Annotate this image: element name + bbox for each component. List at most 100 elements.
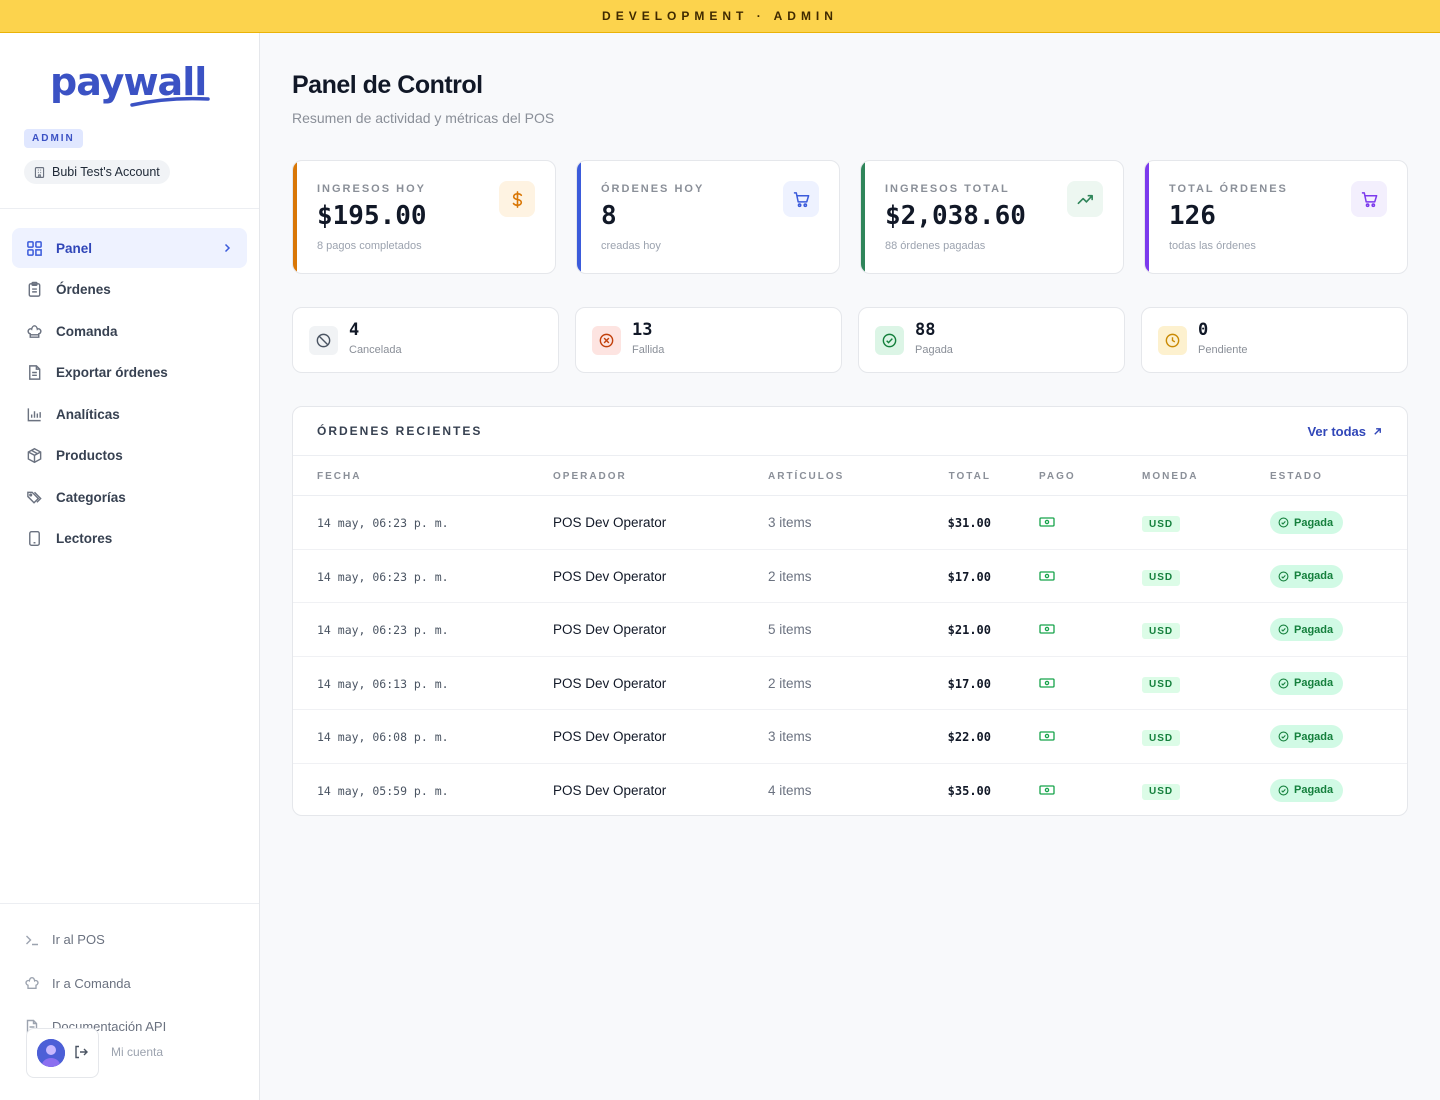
status-badge: Pagada <box>1270 618 1344 641</box>
building-icon <box>34 166 45 178</box>
table-row[interactable]: 14 may, 06:23 p. m. POS Dev Operator 2 i… <box>293 550 1407 603</box>
go-to-pos-link[interactable]: Ir al POS <box>24 918 244 962</box>
stat-label: Pagada <box>915 344 953 356</box>
stat-icon-wrap <box>309 326 338 355</box>
status-label: Pagada <box>1294 516 1334 529</box>
col-header-total[interactable]: TOTAL <box>948 471 991 482</box>
main-content: Panel de Control Resumen de actividad y … <box>260 33 1440 1100</box>
user-avatar-icon <box>37 1039 65 1067</box>
sidebar-item-analiticas[interactable]: Analíticas <box>12 394 247 434</box>
table-row[interactable]: 14 may, 06:23 p. m. POS Dev Operator 3 i… <box>293 496 1407 550</box>
order-total: $17.00 <box>947 676 991 691</box>
go-to-comanda-link[interactable]: Ir a Comanda <box>24 962 244 1006</box>
table-row[interactable]: 14 may, 06:23 p. m. POS Dev Operator 5 i… <box>293 603 1407 657</box>
kpi-note: 88 órdenes pagadas <box>885 240 986 252</box>
sidebar-item-productos[interactable]: Productos <box>12 436 247 476</box>
order-operator: POS Dev Operator <box>553 675 667 691</box>
order-date: 14 may, 06:13 p. m. <box>317 676 449 691</box>
order-operator: POS Dev Operator <box>553 782 667 798</box>
clock-icon <box>1165 333 1180 348</box>
chevron-right-icon <box>224 243 231 253</box>
col-header-moneda[interactable]: MONEDA <box>1142 471 1199 482</box>
order-items: 3 items <box>768 515 812 530</box>
kpi-note: todas las órdenes <box>1169 240 1256 252</box>
order-operator: POS Dev Operator <box>553 729 667 744</box>
kpi-card-ingresos-hoy: INGRESOS HOY $195.00 8 pagos completados <box>292 160 556 274</box>
order-items: 2 items <box>768 568 812 584</box>
status-card-fallida[interactable]: 13 Fallida <box>575 307 842 373</box>
kpi-icon-wrap <box>1351 181 1387 217</box>
order-date: 14 may, 06:23 p. m. <box>317 516 449 530</box>
dollar-icon <box>512 190 522 208</box>
check-circle-icon <box>1278 678 1289 688</box>
page-subtitle: Resumen de actividad y métricas del POS <box>292 110 555 126</box>
order-date: 14 may, 06:08 p. m. <box>317 730 449 744</box>
status-card-pagada[interactable]: 88 Pagada <box>858 307 1125 373</box>
order-total: $17.00 <box>947 569 991 584</box>
col-header-pago[interactable]: PAGO <box>1039 471 1076 482</box>
status-card-pendiente[interactable]: 0 Pendiente <box>1141 307 1408 373</box>
account-menu[interactable] <box>26 1028 99 1078</box>
sidebar-item-categorias[interactable]: Categorías <box>12 477 247 517</box>
sidebar-nav: Panel Órdenes Comanda Exportar órdenes A… <box>12 228 247 560</box>
order-items: 2 items <box>768 675 812 691</box>
recent-orders-title: ÓRDENES RECIENTES <box>317 424 483 438</box>
stat-label: Pendiente <box>1198 344 1248 356</box>
ban-icon <box>316 333 331 348</box>
status-label: Pagada <box>1294 677 1334 689</box>
stat-count: 13 <box>632 320 653 340</box>
sidebar-item-label: Comanda <box>56 323 118 339</box>
kpi-value: $195.00 <box>317 201 427 231</box>
arrow-up-right-icon <box>1374 428 1381 435</box>
cart-icon <box>793 191 809 207</box>
table-row[interactable]: 14 may, 06:13 p. m. POS Dev Operator 2 i… <box>293 657 1407 710</box>
kpi-note: 8 pagos completados <box>317 240 422 252</box>
order-total: $35.00 <box>947 783 991 798</box>
view-all-link[interactable]: Ver todas <box>1307 424 1383 439</box>
stat-icon-wrap <box>875 326 904 355</box>
col-header-fecha[interactable]: FECHA <box>317 471 362 482</box>
cash-icon <box>1039 517 1055 527</box>
check-circle-icon <box>1278 785 1289 795</box>
sidebar-item-exportar-ordenes[interactable]: Exportar órdenes <box>12 353 247 393</box>
logout-icon[interactable] <box>73 1044 89 1060</box>
kpi-label: ÓRDENES HOY <box>601 183 705 195</box>
check-circle-icon <box>1278 624 1289 635</box>
col-header-operador[interactable]: OPERADOR <box>553 471 627 482</box>
status-badge: Pagada <box>1270 671 1344 695</box>
table-header: FECHA OPERADOR ARTÍCULOS TOTAL PAGO MONE… <box>293 455 1407 496</box>
currency-badge: USD <box>1142 569 1181 586</box>
avatar[interactable] <box>37 1039 65 1067</box>
currency-badge: USD <box>1142 516 1181 532</box>
paywall-logo[interactable]: paywall <box>48 61 212 113</box>
order-items: 5 items <box>768 622 812 637</box>
kpi-icon-wrap <box>499 181 535 217</box>
sidebar-item-comanda[interactable]: Comanda <box>12 311 247 351</box>
order-total: $22.00 <box>947 730 991 744</box>
order-operator: POS Dev Operator <box>553 568 667 584</box>
stat-count: 4 <box>349 320 360 340</box>
order-items: 3 items <box>768 729 812 744</box>
stat-label: Cancelada <box>349 344 402 356</box>
col-header-articulos[interactable]: ARTÍCULOS <box>768 471 845 482</box>
order-date: 14 may, 05:59 p. m. <box>317 783 449 798</box>
table-row[interactable]: 14 may, 06:08 p. m. POS Dev Operator 3 i… <box>293 710 1407 764</box>
kpi-value: $2,038.60 <box>885 201 1026 231</box>
sidebar-item-ordenes[interactable]: Órdenes <box>12 270 247 310</box>
table-row[interactable]: 14 may, 05:59 p. m. POS Dev Operator 4 i… <box>293 764 1407 816</box>
status-card-cancelada[interactable]: 4 Cancelada <box>292 307 559 373</box>
col-header-estado[interactable]: ESTADO <box>1270 471 1323 482</box>
sidebar-item-panel[interactable]: Panel <box>12 228 247 268</box>
status-badge: Pagada <box>1270 511 1344 534</box>
cash-icon <box>1039 784 1055 795</box>
file-export-icon <box>29 365 41 380</box>
stat-icon-wrap <box>592 326 621 355</box>
stat-icon-wrap <box>1158 326 1187 355</box>
sidebar-item-lectores[interactable]: Lectores <box>12 519 247 559</box>
kpi-card-ingresos-total: INGRESOS TOTAL $2,038.60 88 órdenes paga… <box>860 160 1124 274</box>
status-badge: Pagada <box>1270 564 1344 588</box>
account-switcher[interactable]: Bubi Test's Account <box>24 160 170 184</box>
logo-text: paywall <box>50 61 206 104</box>
kpi-label: INGRESOS TOTAL <box>885 183 1010 195</box>
currency-badge: USD <box>1142 730 1181 746</box>
